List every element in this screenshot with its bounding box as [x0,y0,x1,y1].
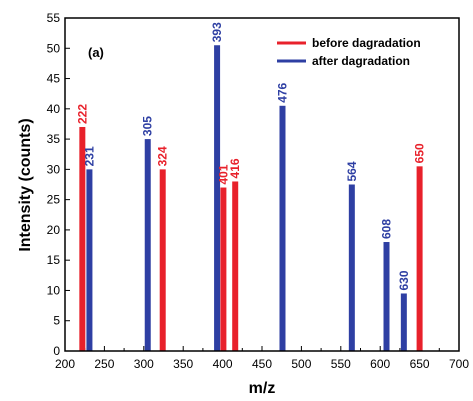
y-axis-ticks: 0 5 10 15 20 25 30 35 40 45 50 55 [47,11,70,358]
bar-label-305: 305 [141,116,155,136]
bar-label-222: 222 [75,104,89,124]
y-tick-label: 20 [47,223,61,237]
bar-label-401: 401 [216,164,230,184]
bar-label-231: 231 [82,146,96,166]
bar-label-476: 476 [275,82,289,102]
x-tick-label: 550 [331,357,351,371]
bar-label-324: 324 [156,146,170,166]
y-axis-title: Intensity (counts) [17,118,34,251]
y-tick-label: 5 [53,314,60,328]
bar-416 [232,181,239,351]
legend-label-before: before dagradation [312,36,421,50]
bar-393 [214,45,221,351]
x-tick-label: 700 [449,357,469,371]
bar-label-630: 630 [397,270,411,290]
bar-label-608: 608 [380,219,394,239]
legend-label-after: after dagradation [312,54,410,68]
y-tick-label: 10 [47,283,61,297]
bar-label-650: 650 [413,143,427,163]
bar-630 [400,293,407,351]
x-axis-ticks: 200 250 300 350 400 450 500 550 600 650 700 [55,346,469,371]
y-tick-label: 15 [47,253,61,267]
bar-label-416: 416 [228,158,242,178]
x-tick-label: 200 [55,357,75,371]
x-tick-label: 400 [213,357,233,371]
bar-231 [86,169,93,351]
y-tick-label: 35 [47,132,61,146]
y-tick-label: 30 [47,162,61,176]
x-tick-label: 350 [173,357,193,371]
x-tick-label: 250 [94,357,114,371]
y-tick-label: 55 [47,11,61,25]
bar-label-393: 393 [210,22,224,42]
bar-650 [416,166,423,351]
x-axis-title: m/z [249,380,276,397]
bars [79,45,423,352]
x-tick-label: 600 [370,357,390,371]
bar-label-564: 564 [345,161,359,181]
bar-324 [159,169,166,351]
bar-608 [383,242,390,351]
x-tick-label: 450 [252,357,272,371]
y-tick-label: 40 [47,102,61,116]
bar-401 [220,187,227,351]
y-tick-label: 50 [47,41,61,55]
bar-564 [348,184,355,351]
legend: before dagradation after dagradation [277,36,421,68]
plot-frame [64,17,460,352]
panel-label: (a) [88,45,104,60]
y-tick-label: 25 [47,193,61,207]
y-tick-label: 45 [47,72,61,86]
bar-305 [144,139,151,351]
x-tick-label: 650 [410,357,430,371]
x-tick-label: 500 [291,357,311,371]
y-tick-label: 0 [53,344,60,358]
bar-476 [279,105,286,351]
bar-222 [79,126,86,352]
x-tick-label: 300 [134,357,154,371]
